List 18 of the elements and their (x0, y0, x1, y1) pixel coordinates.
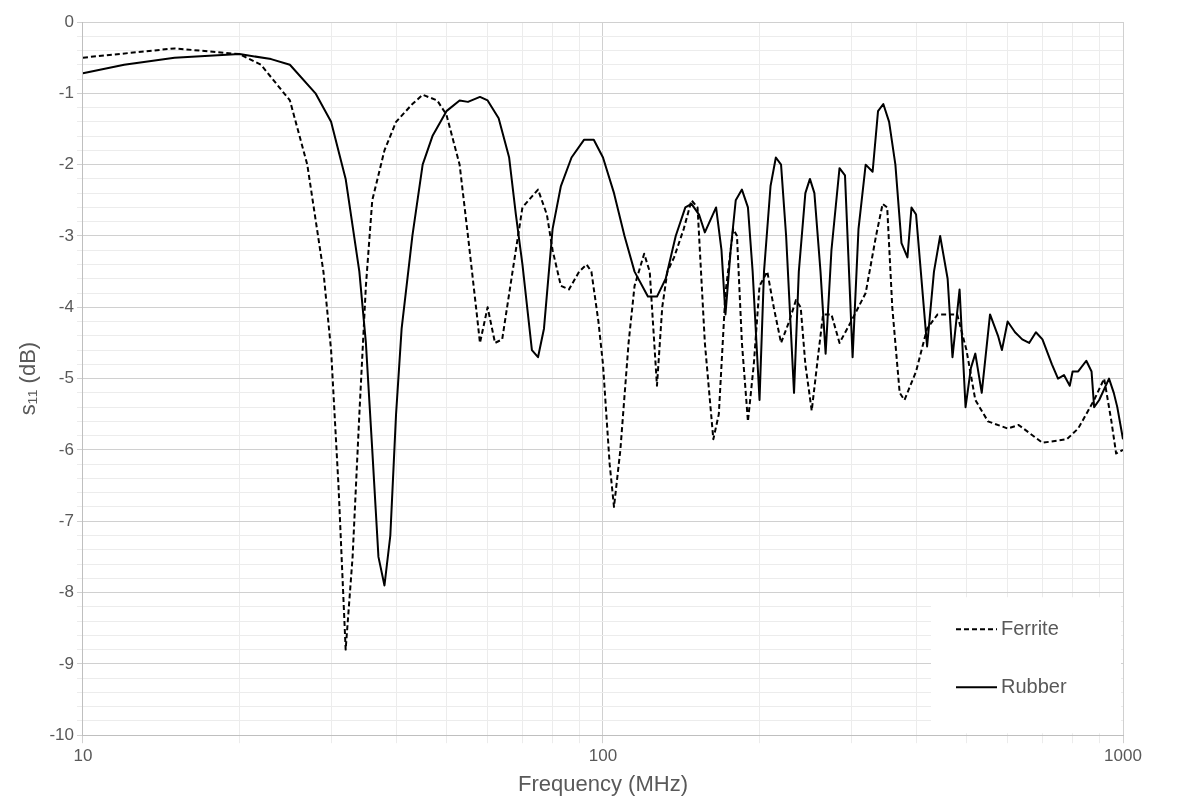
y-tick-label: 0 (64, 11, 74, 31)
y-tick-label: -9 (58, 653, 74, 673)
y-tick-label: -2 (58, 154, 74, 174)
x-axis-title: Frequency (MHz) (518, 770, 688, 796)
y-tick-label: -10 (49, 724, 74, 744)
y-tick-label: -6 (58, 439, 74, 459)
y-tick-label: -5 (58, 368, 74, 388)
y-tick-label: -7 (58, 510, 74, 530)
y-axis-title: s₁₁ (dB) (15, 341, 41, 416)
legend-label: Rubber (1001, 674, 1067, 697)
x-tick-label: 10 (73, 746, 93, 766)
y-tick-label: -8 (58, 582, 74, 602)
x-tick-label: 1000 (1104, 746, 1142, 766)
y-tick-label: -3 (58, 225, 74, 245)
y-tick-label: -4 (58, 296, 74, 316)
x-tick-label: 100 (588, 746, 618, 766)
legend-label: Ferrite (1001, 616, 1059, 639)
y-tick-label: -1 (58, 83, 74, 103)
